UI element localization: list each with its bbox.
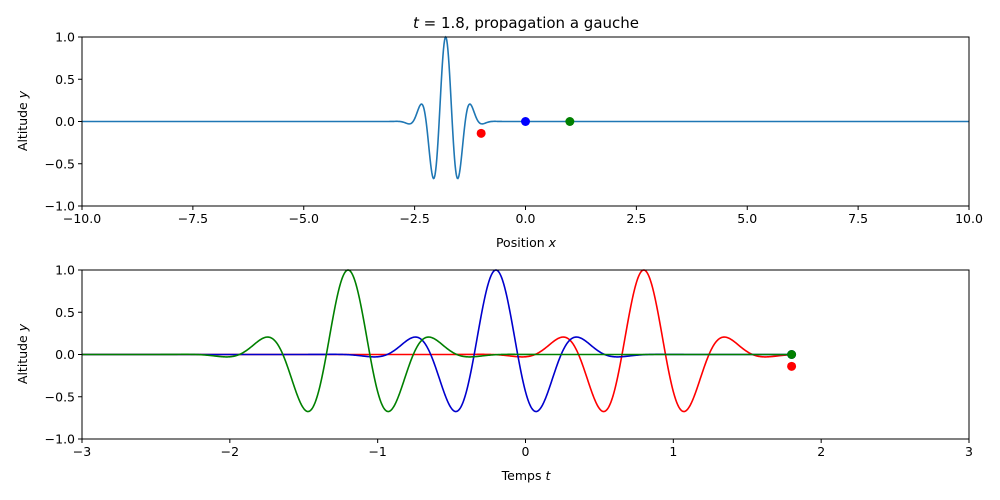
marker-point [565, 117, 575, 126]
marker-point [787, 361, 797, 371]
marker-point [521, 117, 530, 126]
x-tick-label: −7.5 [178, 211, 208, 226]
x-axis-label: Position x [496, 235, 557, 250]
x-tick-label: −10.0 [63, 211, 101, 226]
x-axis-label: Temps t [501, 468, 552, 483]
y-axis-ticks: −1.0 −0.5 0.0 0.5 1.0 [45, 263, 82, 447]
y-axis-ticks: −1.0 −0.5 0.0 0.5 1.0 [45, 30, 82, 214]
y-tick-label: 0.0 [55, 114, 75, 129]
x-axis-ticks: −10.0 −7.5 −5.0 −2.5 0.0 2.5 5.0 7.5 10.0 [63, 206, 983, 226]
x-tick-label: −2.5 [399, 211, 429, 226]
x-tick-label: −3 [73, 444, 91, 459]
chart-time: −3 −2 −1 0 1 2 3 −1.0 −0.5 0.0 0.5 1.0 Temps t Alt… [15, 263, 973, 484]
marker-point [476, 128, 486, 138]
plot-area [82, 35, 969, 180]
x-tick-label: 10.0 [955, 211, 983, 226]
y-tick-label: −0.5 [45, 156, 75, 171]
x-tick-label: 7.5 [848, 211, 868, 226]
chart-title: t = 1.8, propagation a gauche [413, 14, 639, 32]
chart-position: t = 1.8, propagation a gauche −10.0 −7.5−… [15, 14, 983, 250]
x-tick-label: 3 [965, 444, 973, 459]
y-tick-label: 0.0 [55, 347, 75, 362]
x-tick-label: −5.0 [289, 211, 319, 226]
y-axis-label: Altitude y [15, 323, 30, 384]
x-tick-label: 0.0 [516, 211, 536, 226]
y-tick-label: −1.0 [45, 432, 75, 447]
y-tick-label: 0.5 [55, 72, 75, 87]
plot-area [82, 269, 797, 413]
y-tick-label: 0.5 [55, 305, 75, 320]
x-tick-label: −1 [368, 444, 386, 459]
x-tick-label: 2.5 [626, 211, 646, 226]
series-line-wave [82, 35, 969, 180]
x-tick-label: 0 [522, 444, 530, 459]
y-tick-label: 1.0 [55, 30, 75, 45]
marker-point [787, 350, 797, 359]
x-axis-ticks: −3 −2 −1 0 1 2 3 [73, 439, 973, 459]
x-tick-label: 5.0 [737, 211, 757, 226]
x-tick-label: 1 [669, 444, 677, 459]
y-tick-label: −1.0 [45, 199, 75, 214]
y-axis-label: Altitude y [15, 90, 30, 151]
y-tick-label: −0.5 [45, 389, 75, 404]
x-tick-label: 2 [817, 444, 825, 459]
y-tick-label: 1.0 [55, 263, 75, 278]
series-line [82, 269, 792, 413]
x-tick-label: −2 [221, 444, 239, 459]
